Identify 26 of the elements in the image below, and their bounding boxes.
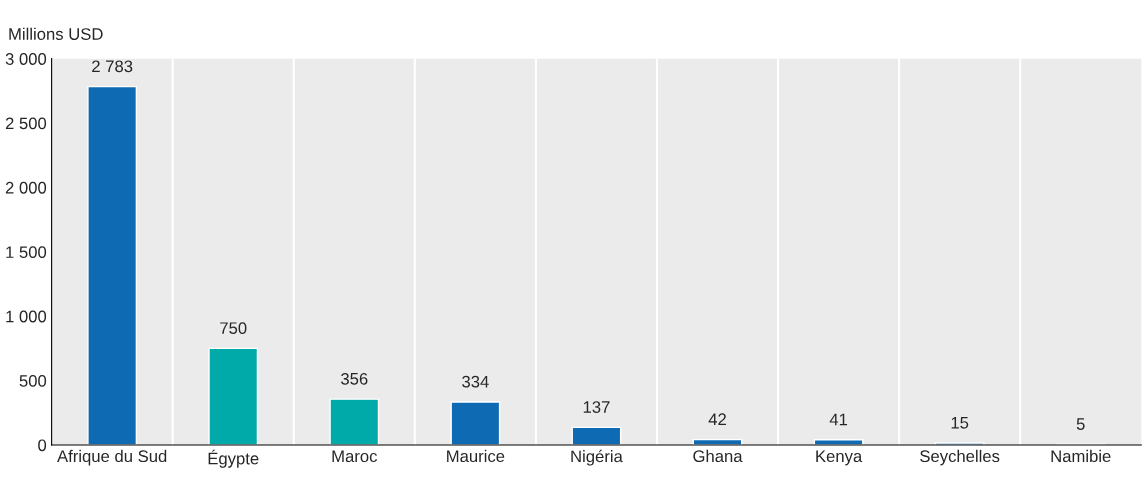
x-tick-label: Afrique du Sud [57,449,167,466]
data-label: 356 [341,372,368,385]
y-tick-label: 1 000 [6,310,47,323]
y-tick-label: 2 000 [5,181,47,194]
data-label: 5 [1076,418,1085,430]
y-tick-label: 1 500 [6,246,47,259]
data-label: 750 [220,322,247,335]
data-label: 41 [829,413,848,426]
x-tick-label: Namibie [1051,449,1111,463]
y-tick-label: 500 [19,375,47,387]
x-tick-label: Seychelles [920,449,1000,466]
data-label: 334 [462,375,489,388]
data-label: 42 [708,413,726,426]
data-label: 15 [951,417,969,429]
x-tick-label: Maroc [332,450,378,463]
y-tick-label: 3 000 [5,53,47,65]
x-tick-label: Kenya [816,450,863,466]
y-tick-label: 2 500 [5,117,47,130]
x-tick-label: Maurice [447,449,505,463]
x-tick-label: Égypte [208,449,259,468]
x-tick-label: Ghana [693,449,743,463]
y-tick-label: 0 [38,439,47,452]
y-axis-title: Millions USD [9,27,103,40]
x-tick-label: Nigéria [571,449,623,466]
data-label: 137 [583,401,610,413]
data-label: 2 783 [92,60,133,73]
